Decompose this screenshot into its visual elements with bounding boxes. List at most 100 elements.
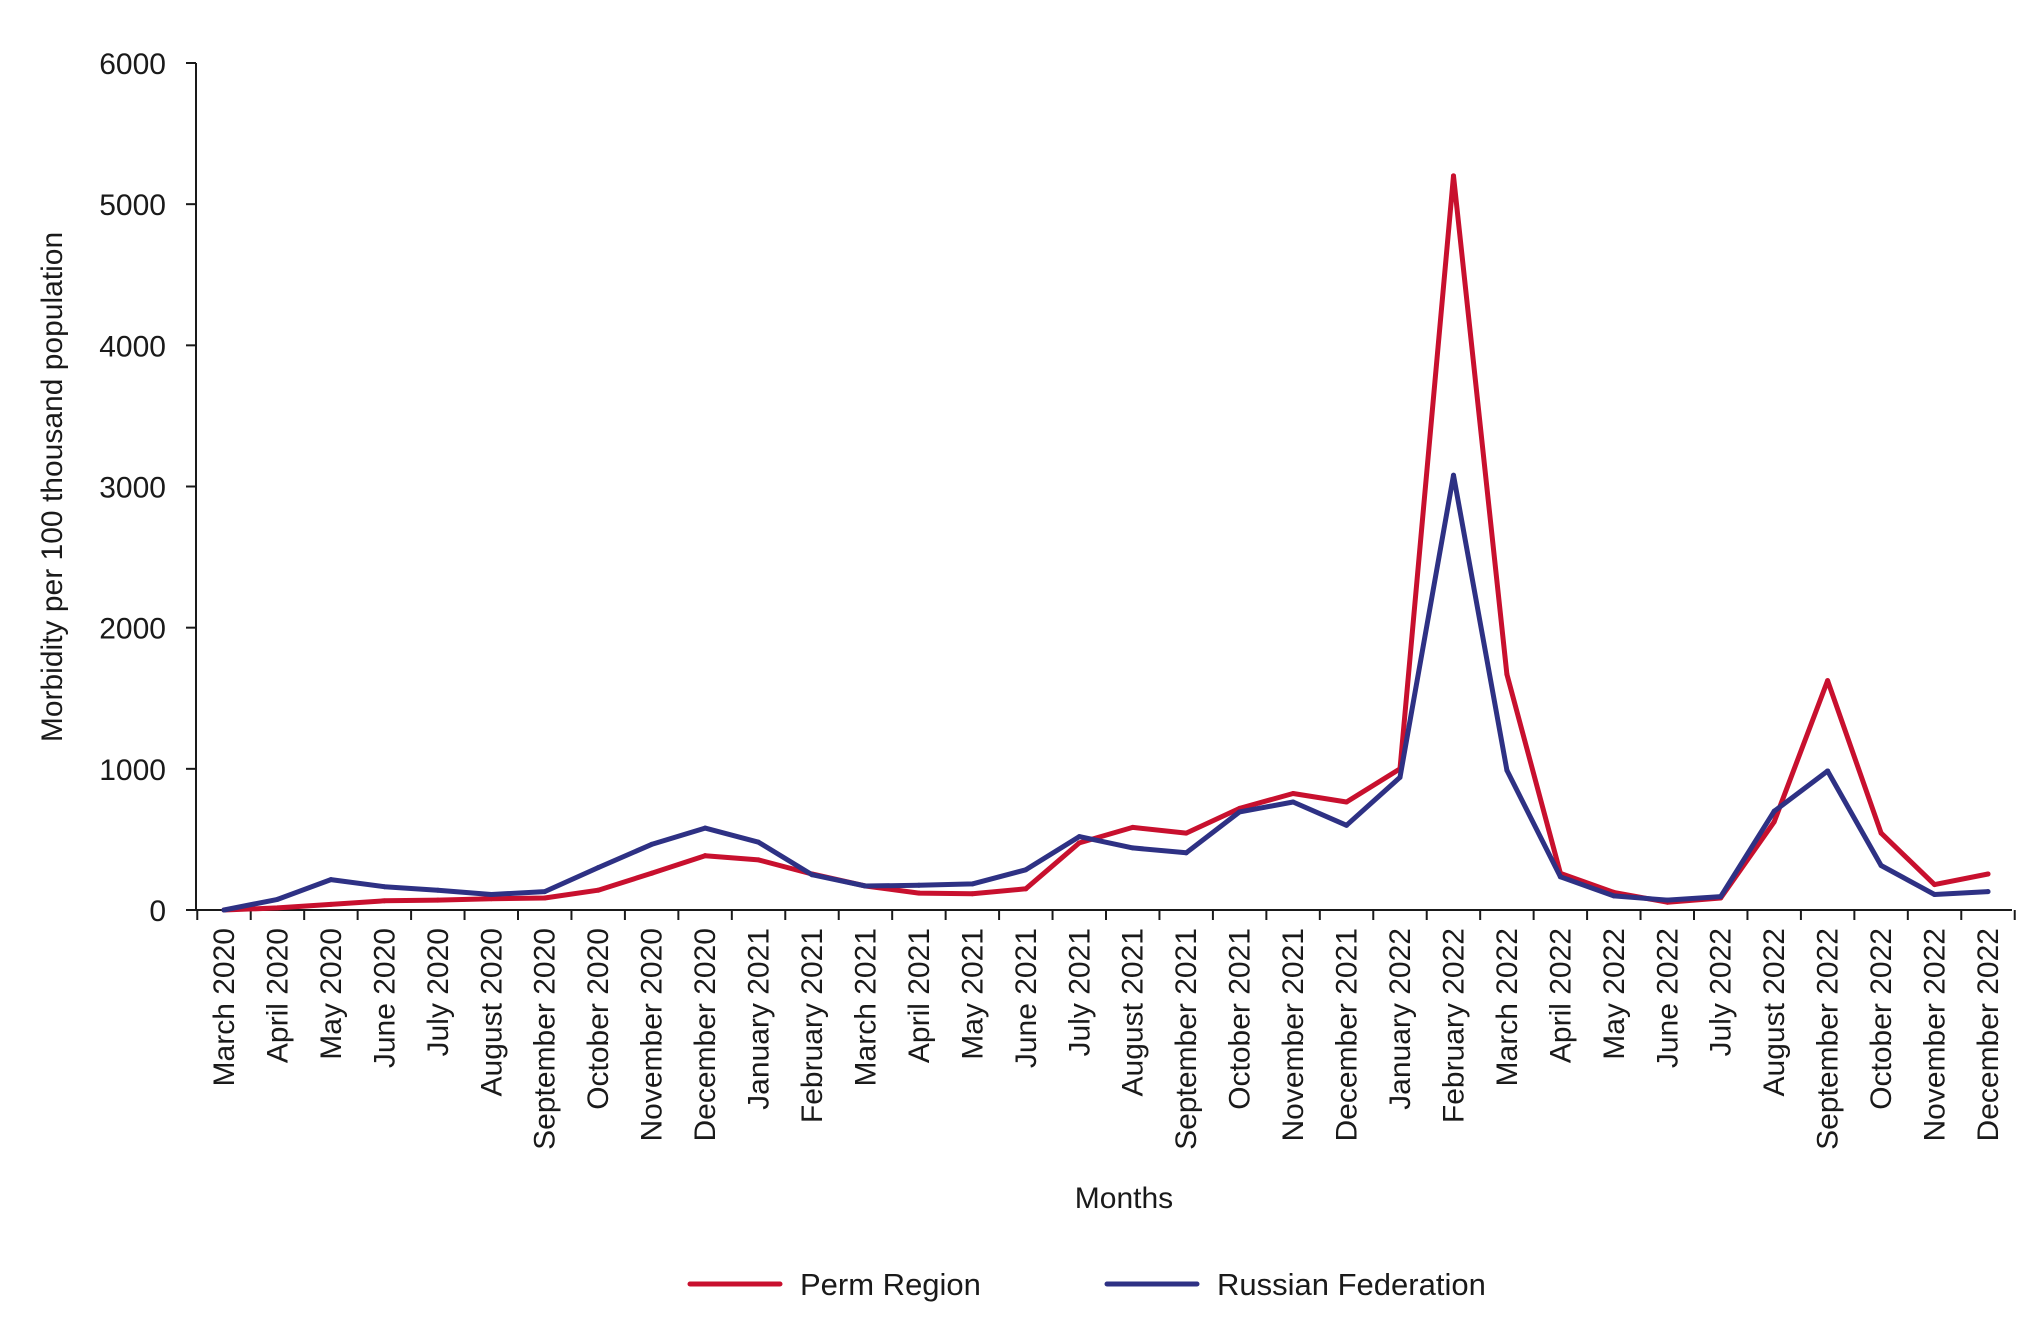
data-point-russian-federation xyxy=(381,884,387,890)
data-point-perm-region xyxy=(1023,886,1029,892)
x-axis-title: Months xyxy=(1075,1182,1173,1215)
x-tick-label: May 2020 xyxy=(315,928,348,1060)
data-point-russian-federation xyxy=(1878,863,1884,869)
data-point-perm-region xyxy=(756,857,762,863)
data-point-perm-region xyxy=(1344,799,1350,805)
x-tick-label: February 2022 xyxy=(1437,928,1470,1123)
axes xyxy=(195,63,2012,911)
data-point-perm-region xyxy=(488,896,494,902)
y-tick-label: 0 xyxy=(149,895,166,928)
data-point-russian-federation xyxy=(1183,850,1189,856)
x-tick-label: March 2021 xyxy=(849,928,882,1086)
data-point-russian-federation xyxy=(1237,809,1243,815)
legend-label-perm-region: Perm Region xyxy=(800,1267,981,1302)
x-tick-label: July 2022 xyxy=(1705,928,1738,1056)
x-tick-label: July 2021 xyxy=(1063,928,1096,1056)
x-tick-label: August 2022 xyxy=(1758,928,1791,1096)
data-point-perm-region xyxy=(1183,830,1189,836)
x-tick-label: January 2021 xyxy=(743,928,776,1110)
data-point-russian-federation xyxy=(221,907,227,913)
data-point-perm-region xyxy=(328,901,334,907)
series-line-perm-region xyxy=(221,173,1991,913)
data-point-russian-federation xyxy=(1557,874,1563,880)
x-tick-label: March 2020 xyxy=(208,928,241,1086)
data-point-russian-federation xyxy=(916,882,922,888)
data-point-russian-federation xyxy=(488,891,494,897)
data-point-russian-federation xyxy=(1985,889,1991,895)
y-tick-label: 6000 xyxy=(99,48,166,81)
data-point-russian-federation xyxy=(1290,799,1296,805)
data-point-russian-federation xyxy=(274,896,280,902)
data-point-russian-federation xyxy=(1130,845,1136,851)
x-tick-label: September 2021 xyxy=(1170,928,1203,1150)
legend-label-russian-federation: Russian Federation xyxy=(1217,1267,1486,1302)
data-point-perm-region xyxy=(649,870,655,876)
data-point-russian-federation xyxy=(1932,891,1938,897)
data-point-russian-federation xyxy=(542,889,548,895)
data-point-russian-federation xyxy=(969,881,975,887)
legend: Perm Region Russian Federation xyxy=(687,1267,1486,1302)
x-tick-label: April 2020 xyxy=(261,928,294,1063)
x-tick-label: December 2022 xyxy=(1972,928,2005,1141)
x-tick-label: December 2021 xyxy=(1331,928,1364,1141)
x-tick-label: August 2021 xyxy=(1117,928,1150,1096)
x-tick-label: November 2021 xyxy=(1277,928,1310,1141)
data-point-russian-federation xyxy=(435,887,441,893)
x-tick-label: August 2020 xyxy=(475,928,508,1096)
x-tick-label: September 2022 xyxy=(1812,928,1845,1150)
data-point-perm-region xyxy=(1076,840,1082,846)
y-tick-label: 2000 xyxy=(99,613,166,646)
data-point-perm-region xyxy=(1825,678,1831,684)
x-tick-label: June 2021 xyxy=(1010,928,1043,1068)
x-tick-label: October 2022 xyxy=(1865,928,1898,1110)
data-point-russian-federation xyxy=(1825,768,1831,774)
y-axis-ticks: 0 1000 2000 3000 4000 5000 6000 xyxy=(99,48,196,928)
y-tick-label: 3000 xyxy=(99,472,166,505)
data-point-perm-region xyxy=(381,898,387,904)
data-point-russian-federation xyxy=(1771,808,1777,814)
data-point-russian-federation xyxy=(595,865,601,871)
y-tick-label: 5000 xyxy=(99,189,166,222)
data-point-perm-region xyxy=(1504,671,1510,677)
data-point-russian-federation xyxy=(1611,893,1617,899)
data-point-perm-region xyxy=(1985,871,1991,877)
data-point-perm-region xyxy=(1932,882,1938,888)
x-tick-label: May 2021 xyxy=(956,928,989,1060)
series-line-russian-federation xyxy=(221,472,1991,913)
x-tick-label: April 2022 xyxy=(1544,928,1577,1063)
data-point-perm-region xyxy=(1130,824,1136,830)
data-point-russian-federation xyxy=(862,883,868,889)
x-tick-label: November 2020 xyxy=(636,928,669,1141)
data-point-russian-federation xyxy=(756,839,762,845)
data-point-perm-region xyxy=(1290,791,1296,797)
x-tick-label: October 2021 xyxy=(1224,928,1257,1110)
x-tick-label: November 2022 xyxy=(1919,928,1952,1141)
data-point-perm-region xyxy=(1450,173,1456,179)
x-tick-label: July 2020 xyxy=(422,928,455,1056)
data-point-perm-region xyxy=(274,905,280,911)
data-point-perm-region xyxy=(916,890,922,896)
data-point-russian-federation xyxy=(1344,822,1350,828)
data-point-russian-federation xyxy=(1504,767,1510,773)
data-point-russian-federation xyxy=(1450,472,1456,478)
data-point-russian-federation xyxy=(809,872,815,878)
x-tick-label: May 2022 xyxy=(1598,928,1631,1060)
data-point-russian-federation xyxy=(1718,894,1724,900)
data-point-russian-federation xyxy=(702,825,708,831)
data-point-perm-region xyxy=(969,891,975,897)
data-point-russian-federation xyxy=(649,841,655,847)
x-tick-label: June 2020 xyxy=(368,928,401,1068)
data-point-russian-federation xyxy=(1664,897,1670,903)
series-lines xyxy=(221,173,1991,913)
x-tick-label: December 2020 xyxy=(689,928,722,1141)
data-point-russian-federation xyxy=(1076,834,1082,840)
data-point-russian-federation xyxy=(1397,774,1403,780)
data-point-perm-region xyxy=(702,853,708,859)
x-tick-label: June 2022 xyxy=(1651,928,1684,1068)
x-tick-label: September 2020 xyxy=(529,928,562,1150)
y-tick-label: 1000 xyxy=(99,754,166,787)
x-axis-ticks: March 2020 April 2020 May 2020 June 2020 Jul… xyxy=(196,910,2016,1150)
y-axis-title: Morbidity per 100 thousand population xyxy=(36,232,69,742)
